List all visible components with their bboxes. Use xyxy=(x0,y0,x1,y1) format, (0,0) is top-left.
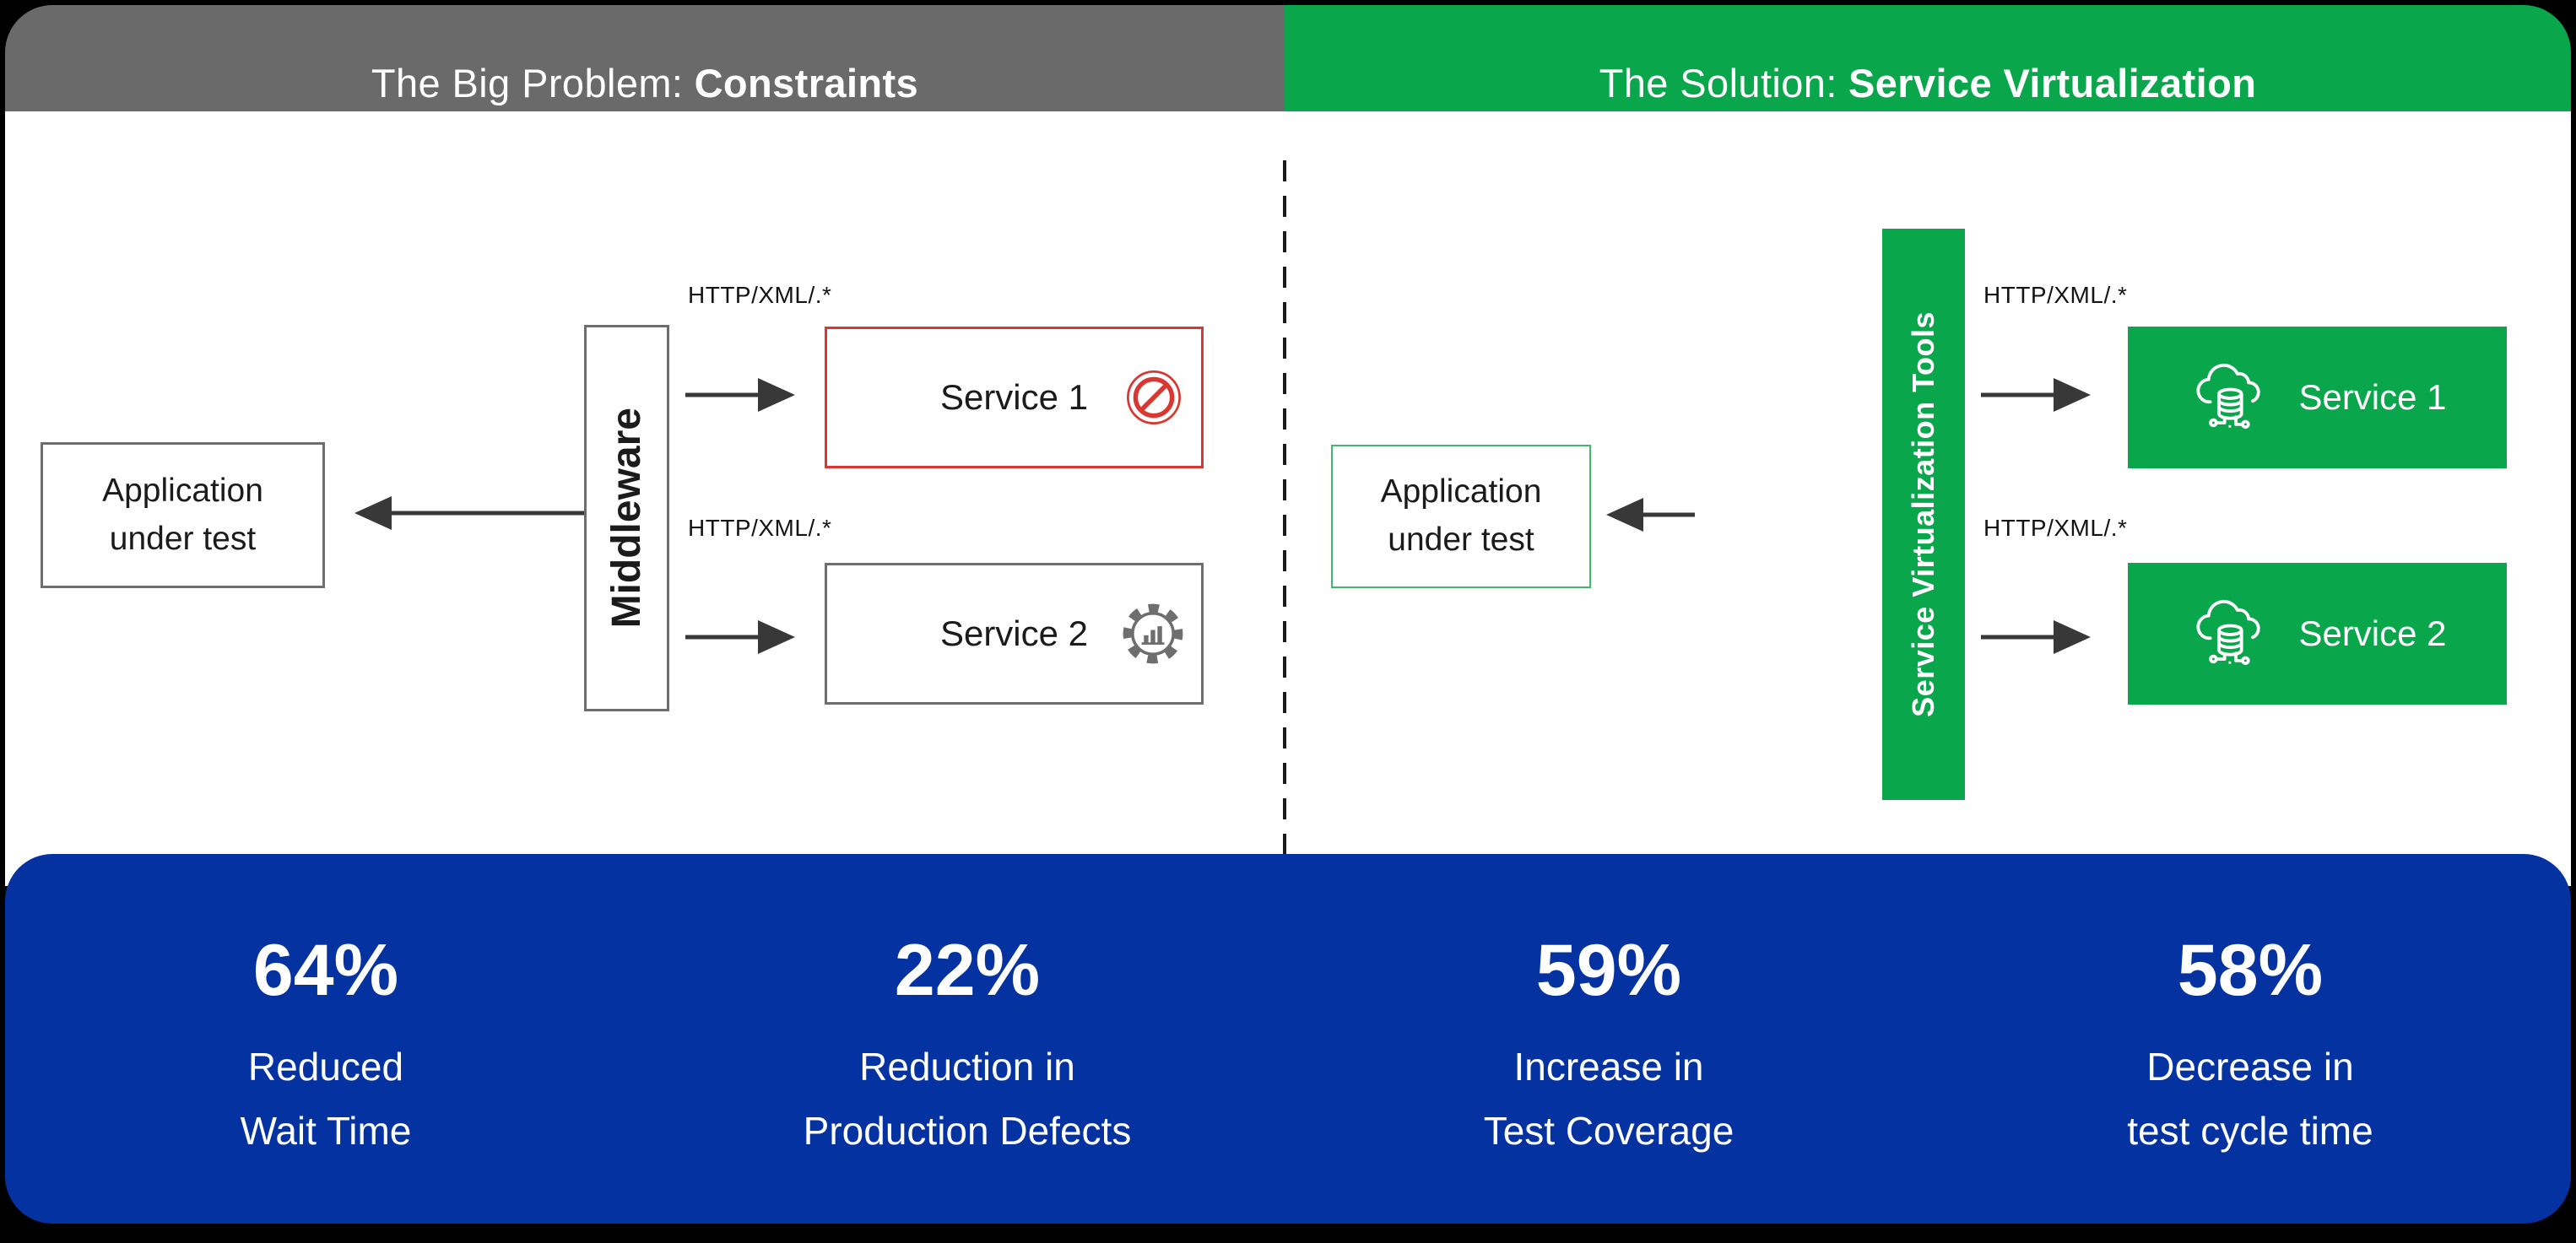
stat-increase-test-coverage: 59% Increase in Test Coverage xyxy=(1288,854,1929,1164)
solution-header-emphasis: Service Virtualization xyxy=(1848,60,2257,105)
stat-label-line1: Reduction in xyxy=(859,1045,1075,1089)
application-under-test-box-problem: Application under test xyxy=(41,442,325,588)
app-box-line1: Application xyxy=(1380,473,1542,511)
stat-value: 64% xyxy=(252,930,399,1011)
stat-label-line2: Wait Time xyxy=(240,1108,412,1153)
middleware-box: Middleware xyxy=(584,325,669,711)
stat-reduced-wait-time: 64% Reduced Wait Time xyxy=(5,854,647,1164)
dashed-divider xyxy=(1281,160,1288,854)
service2-box-problem: Service 2 xyxy=(825,563,1204,705)
protocol-label-problem-bottom: HTTP/XML/.* xyxy=(688,515,832,541)
stat-label-line1: Decrease in xyxy=(2146,1045,2354,1089)
gear-chart-icon xyxy=(1117,597,1189,670)
arrow-middleware-to-service1 xyxy=(685,376,795,413)
service2-label-solution: Service 2 xyxy=(2298,613,2447,653)
protocol-label-problem-top: HTTP/XML/.* xyxy=(688,282,832,308)
service-virtualization-tools-bar: Service Virtualization Tools xyxy=(1882,229,1965,800)
arrow-svtools-to-service2 xyxy=(1981,619,2091,656)
stat-label-line2: Test Coverage xyxy=(1483,1108,1734,1153)
service-virtualization-tools-label: Service Virtualization Tools xyxy=(1906,311,1940,717)
stat-decrease-test-cycle-time: 58% Decrease in test cycle time xyxy=(1929,854,2571,1164)
stat-label-line2: test cycle time xyxy=(2127,1108,2373,1153)
middleware-label: Middleware xyxy=(604,408,649,629)
app-box-line1: Application xyxy=(102,472,263,509)
stat-value: 58% xyxy=(2177,930,2324,1011)
app-box-line2: under test xyxy=(109,520,257,557)
stat-label-line2: Production Defects xyxy=(803,1108,1132,1153)
application-under-test-box-solution: Application under test xyxy=(1331,445,1591,588)
cloud-database-icon xyxy=(2188,358,2268,438)
service1-label-solution: Service 1 xyxy=(2298,377,2447,417)
content-card xyxy=(5,111,2571,886)
service1-box-solution: Service 1 xyxy=(2128,327,2507,468)
solution-header-prefix: The Solution: xyxy=(1599,60,1837,105)
arrow-middleware-to-app xyxy=(354,494,584,532)
service2-box-solution: Service 2 xyxy=(2128,563,2507,705)
stat-label-line1: Reduced xyxy=(247,1045,404,1089)
problem-header-emphasis: Constraints xyxy=(694,60,919,105)
protocol-label-solution-bottom: HTTP/XML/.* xyxy=(1983,515,2128,541)
problem-header-prefix: The Big Problem: xyxy=(371,60,684,105)
cloud-database-icon xyxy=(2188,594,2268,674)
protocol-label-solution-top: HTTP/XML/.* xyxy=(1983,282,2128,308)
stats-footer: 64% Reduced Wait Time 22% Reduction in P… xyxy=(5,854,2571,1224)
arrow-svtools-to-app xyxy=(1606,496,1695,533)
stat-value: 59% xyxy=(1535,930,1682,1011)
service2-label-problem: Service 2 xyxy=(939,613,1089,653)
blocked-icon xyxy=(1123,367,1184,428)
arrow-svtools-to-service1 xyxy=(1981,376,2091,413)
app-box-line2: under test xyxy=(1388,522,1534,558)
stat-label-line1: Increase in xyxy=(1513,1045,1704,1089)
service1-label-problem: Service 1 xyxy=(939,377,1089,417)
stat-value: 22% xyxy=(894,930,1041,1011)
stat-reduction-production-defects: 22% Reduction in Production Defects xyxy=(647,854,1288,1164)
service1-box-problem: Service 1 xyxy=(825,327,1204,468)
arrow-middleware-to-service2 xyxy=(685,619,795,656)
